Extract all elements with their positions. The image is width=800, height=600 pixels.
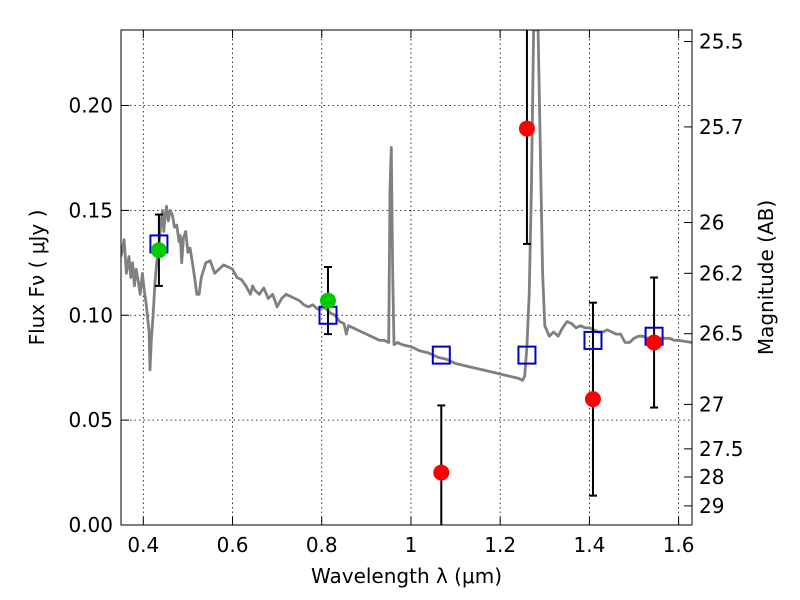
x-axis-label: Wavelength λ (μm): [311, 564, 502, 588]
model-photometry-square-2: [431, 345, 451, 365]
model-spectrum-line: [121, 30, 692, 382]
nondetection-point-3: [646, 334, 663, 351]
nondetection-point-1: [518, 120, 535, 137]
y2-axis-label: Magnitude (AB): [754, 200, 778, 355]
y2-tick-label-4: 26.5: [699, 322, 744, 346]
detection-point-1: [319, 292, 336, 309]
x-tick-label-4: 1.2: [484, 533, 516, 557]
marker-layer: [149, 120, 664, 481]
x-tick-label-1: 0.6: [217, 533, 249, 557]
y-tick-label-4: 0.20: [68, 94, 113, 118]
errorbar-layer: [154, 30, 659, 525]
x-tick-label-5: 1.4: [573, 533, 605, 557]
model-photometry-square-3: [517, 345, 537, 365]
x-tick-label-6: 1.6: [663, 533, 695, 557]
y2-tick-label-2: 26: [699, 211, 724, 235]
plot-frame: [120, 29, 693, 526]
model-spectrum-layer: [121, 30, 692, 382]
y-tick-label-1: 0.05: [68, 408, 113, 432]
y-tick-label-2: 0.10: [68, 303, 113, 327]
detection-point-0: [150, 242, 167, 259]
y2-tick-label-1: 25.7: [699, 115, 744, 139]
tick-label-layer: 0.4 0.6 0.8 1 1.2 1.4 1.6 0.00 0.05 0.10 0.15 0.20 2…: [68, 30, 743, 557]
y-axis-label: Flux Fν ( μJy ): [25, 210, 49, 346]
grid-layer: [121, 30, 692, 525]
y2-tick-label-6: 27.5: [699, 437, 744, 461]
y2-tick-label-8: 29: [699, 494, 724, 518]
model-photometry-square-4: [583, 330, 603, 350]
y-tick-label-3: 0.15: [68, 198, 113, 222]
y-tick-label-0: 0.00: [68, 513, 113, 537]
x-tick-label-3: 1: [405, 533, 418, 557]
x-tick-label-0: 0.4: [127, 533, 159, 557]
y2-tick-label-0: 25.5: [699, 30, 744, 54]
y2-tick-label-3: 26.2: [699, 261, 744, 285]
x-tick-label-2: 0.8: [306, 533, 338, 557]
nondetection-point-0: [433, 464, 450, 481]
nondetection-point-2: [584, 391, 601, 408]
tick-layer: [121, 30, 692, 526]
y2-tick-label-5: 27: [699, 392, 724, 416]
y2-tick-label-7: 28: [699, 465, 724, 489]
